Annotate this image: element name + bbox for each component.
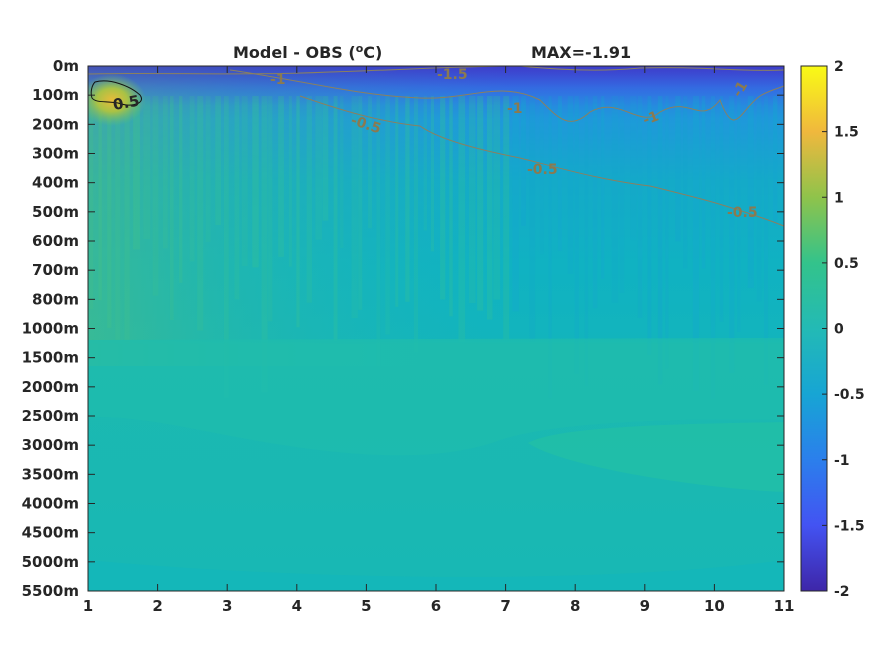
texture-stripe <box>729 96 735 373</box>
contour-m1 <box>229 69 784 122</box>
chart-max-label: MAX=-1.91 <box>531 43 631 62</box>
texture-stripe <box>630 96 637 241</box>
texture-stripe <box>764 96 769 385</box>
y-tick-label: 1000m <box>22 320 79 338</box>
texture-stripe <box>657 96 663 385</box>
texture-stripe <box>619 96 625 293</box>
y-tick-label: 0m <box>53 57 79 75</box>
deep-lens-right <box>528 422 784 492</box>
contour-label: -1 <box>641 108 661 128</box>
texture-stripe <box>756 96 762 302</box>
contour-05 <box>90 80 142 106</box>
colorbar-tick-label: 0.5 <box>834 256 859 272</box>
x-tick-label: 8 <box>570 597 580 615</box>
title-text: Model - OBS ( <box>233 43 356 62</box>
y-tick-label: 3500m <box>22 465 79 483</box>
texture-stripe <box>683 96 688 269</box>
colorbar-tick-label: -2 <box>834 584 850 600</box>
contour-label: -1 <box>270 72 286 88</box>
texture-stripe <box>601 96 605 279</box>
x-tick-label: 7 <box>500 597 510 615</box>
contour-label: -1 <box>730 79 752 100</box>
y-tick-label: 400m <box>32 174 79 192</box>
texture-stripe <box>647 96 652 356</box>
colorbar-ticks: 2 1.5 1 0.5 0 -0.5 -1 -1.5 -2 <box>822 59 865 600</box>
x-tick-label: 1 <box>83 597 93 615</box>
y-tick-label: 1500m <box>22 349 79 367</box>
title-degree-sup: o <box>356 42 364 55</box>
warm-anomaly-patch <box>88 74 146 126</box>
colorbar-tick-label: -1.5 <box>834 518 865 534</box>
texture-stripe <box>737 96 741 332</box>
y-tick-label: 100m <box>32 86 79 104</box>
texture-stripe <box>539 96 544 255</box>
texture-stripe <box>747 96 754 288</box>
y-tick-label: 600m <box>32 232 79 250</box>
texture-stripe <box>710 96 716 399</box>
bottom-band <box>88 560 784 591</box>
x-tick-label: 2 <box>152 597 162 615</box>
colorbar: 2 1.5 1 0.5 0 -0.5 -1 -1.5 -2 <box>800 59 865 600</box>
texture-stripe <box>512 96 519 312</box>
x-tick-label: 9 <box>640 597 650 615</box>
colorbar-tick-label: 1.5 <box>834 125 859 141</box>
y-tick-label: 800m <box>32 290 79 308</box>
x-tick-label: 6 <box>431 597 441 615</box>
contour-label: -0.5 <box>727 205 758 221</box>
texture-stripe <box>529 96 536 342</box>
x-axis: 1 2 3 4 5 6 7 8 9 10 11 <box>83 66 795 615</box>
texture-stripe <box>574 96 579 374</box>
x-tick-label: 11 <box>774 597 795 615</box>
x-tick-label: 3 <box>222 597 232 615</box>
colorbar-tick-label: 0 <box>834 322 844 338</box>
texture-stripe <box>592 96 598 309</box>
y-tick-label: 4500m <box>22 524 79 542</box>
contour-label: -0.5 <box>527 162 558 178</box>
contour-label: -1 <box>507 101 523 117</box>
colorbar-tick-label: 2 <box>834 59 844 75</box>
y-tick-label: 2000m <box>22 378 79 396</box>
deep-band-upper <box>88 338 784 456</box>
title-unit: C) <box>363 43 382 62</box>
texture-stripe <box>557 96 562 251</box>
texture-stripe <box>584 96 589 386</box>
x-tick-label: 5 <box>361 597 371 615</box>
texture-stripe <box>665 96 669 369</box>
contour-label: -1.5 <box>437 67 468 83</box>
y-tick-label: 5500m <box>22 582 79 600</box>
section-plot-area: 0.5 -1 -1.5 -0.5 -1 -1 -1 -0.5 -0.5 <box>88 66 784 591</box>
colorbar-tick-label: -0.5 <box>834 387 865 403</box>
y-tick-label: 5000m <box>22 553 79 571</box>
texture-stripe <box>701 96 706 269</box>
texture-stripe <box>548 96 552 399</box>
texture-stripe <box>782 96 784 371</box>
y-tick-label: 300m <box>32 145 79 163</box>
texture-stripe <box>521 96 526 226</box>
y-tick-label: 500m <box>32 203 79 221</box>
colorbar-tick-label: 1 <box>834 190 844 206</box>
texture-stripe <box>611 96 619 303</box>
x-tick-label: 4 <box>292 597 302 615</box>
y-axis: 0m 100m 200m 300m 400m 500m 600m 700m 800m 1000m 1… <box>22 57 784 600</box>
y-tick-label: 3000m <box>22 436 79 454</box>
x-tick-label: 10 <box>704 597 725 615</box>
contour-label: 0.5 <box>112 92 141 114</box>
texture-stripe <box>719 96 724 322</box>
y-tick-label: 700m <box>32 261 79 279</box>
texture-stripe <box>637 96 643 318</box>
contour-m05 <box>299 95 784 227</box>
texture-stripe <box>567 96 574 275</box>
colorbar-tick-label: -1 <box>834 453 850 469</box>
texture-stripe <box>675 96 681 242</box>
texture-stripe <box>692 96 700 391</box>
y-tick-label: 2500m <box>22 407 79 425</box>
texture-stripe <box>773 96 778 226</box>
chart-title: Model - OBS (oC) <box>233 42 382 62</box>
y-tick-label: 200m <box>32 115 79 133</box>
y-tick-label: 4000m <box>22 495 79 513</box>
